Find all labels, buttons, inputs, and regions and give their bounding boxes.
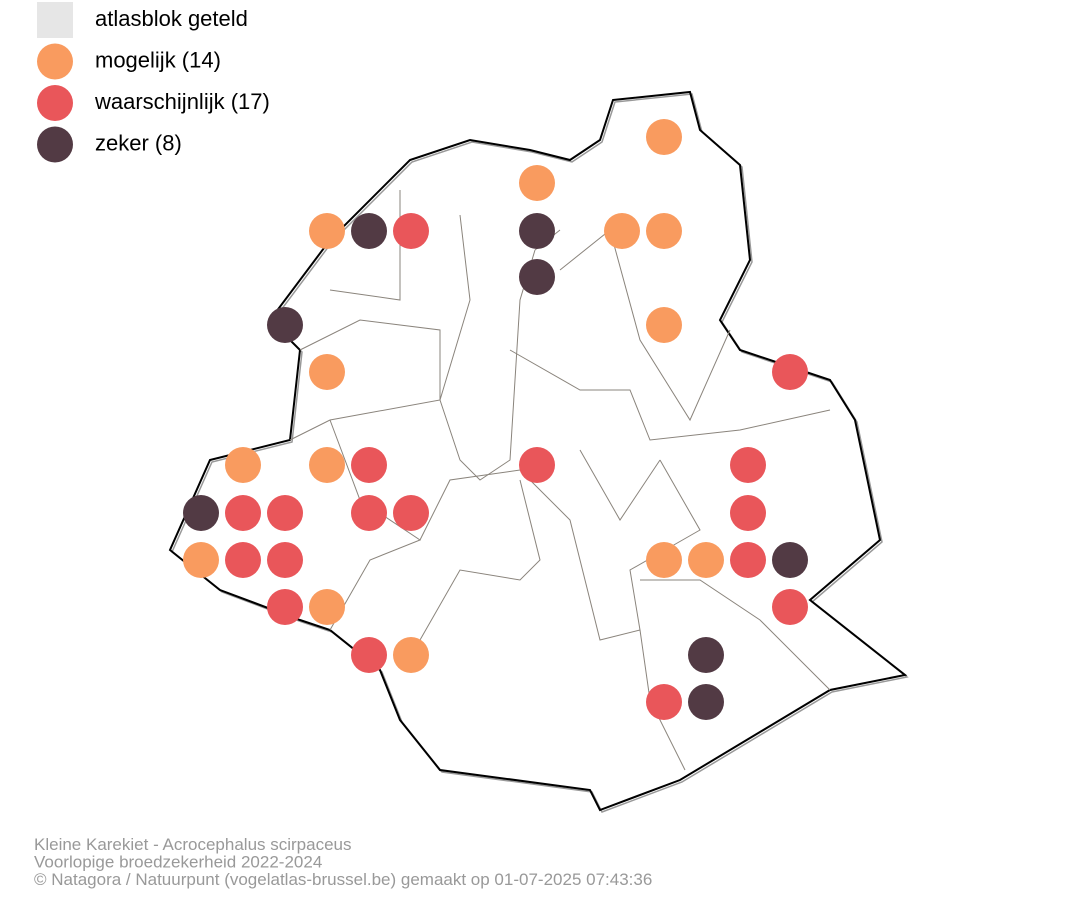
- observation-dot: [309, 447, 345, 483]
- observation-dot: [351, 495, 387, 531]
- observation-dot: [267, 495, 303, 531]
- observation-dot: [646, 684, 682, 720]
- observation-dot: [309, 589, 345, 625]
- border: [559, 229, 731, 422]
- legend-label: atlasblok geteld: [95, 6, 248, 31]
- observation-dot: [309, 213, 345, 249]
- border: [419, 479, 541, 641]
- observation-dot: [519, 447, 555, 483]
- observation-dot: [183, 495, 219, 531]
- boundaries: [168, 90, 909, 813]
- observation-dot: [604, 213, 640, 249]
- observation-dot: [351, 447, 387, 483]
- observation-dots: [183, 119, 808, 720]
- border: [579, 449, 661, 521]
- border: [419, 459, 701, 641]
- observation-dot: [225, 495, 261, 531]
- border: [289, 319, 441, 441]
- municipality-borders: [289, 190, 831, 771]
- observation-dot: [688, 637, 724, 673]
- border: [439, 214, 561, 481]
- legend: atlasblok geteld mogelijk (14) waarschijnl…: [37, 2, 270, 163]
- observation-dot: [393, 213, 429, 249]
- legend-label: zeker (8): [95, 130, 182, 155]
- observation-dot: [183, 542, 219, 578]
- observation-dot: [225, 447, 261, 483]
- observation-dot: [519, 259, 555, 295]
- observation-dot: [519, 213, 555, 249]
- legend-swatch: [37, 126, 73, 163]
- observation-dot: [772, 542, 808, 578]
- legend-swatch: [37, 85, 73, 121]
- observation-dot: [772, 354, 808, 390]
- footer-line: © Natagora / Natuurpunt (vogelatlas-brus…: [34, 870, 652, 889]
- legend-swatch: [37, 43, 73, 80]
- observation-dot: [688, 542, 724, 578]
- observation-dot: [393, 495, 429, 531]
- observation-dot: [646, 307, 682, 343]
- observation-dot: [351, 637, 387, 673]
- observation-dot: [730, 495, 766, 531]
- legend-label: mogelijk (14): [95, 47, 221, 72]
- region-outline: [168, 90, 908, 812]
- observation-dot: [688, 684, 724, 720]
- border: [329, 419, 422, 631]
- observation-dot: [393, 637, 429, 673]
- observation-dot: [351, 213, 387, 249]
- observation-dot: [225, 542, 261, 578]
- observation-dot: [646, 119, 682, 155]
- observation-dot: [730, 542, 766, 578]
- observation-dot: [267, 307, 303, 343]
- observation-dot: [519, 165, 555, 201]
- observation-dot: [772, 589, 808, 625]
- observation-dot: [646, 542, 682, 578]
- footer: Kleine Karekiet - Acrocephalus scirpaceu…: [34, 835, 652, 889]
- border: [509, 349, 831, 441]
- border: [640, 579, 831, 691]
- footer-line: Kleine Karekiet - Acrocephalus scirpaceu…: [34, 835, 352, 854]
- legend-swatch: [37, 2, 73, 38]
- observation-dot: [309, 354, 345, 390]
- observation-dot: [646, 213, 682, 249]
- legend-label: waarschijnlijk (17): [94, 89, 270, 114]
- observation-dot: [730, 447, 766, 483]
- observation-dot: [267, 589, 303, 625]
- observation-dot: [267, 542, 303, 578]
- footer-line: Voorlopige broedzekerheid 2022-2024: [34, 853, 322, 872]
